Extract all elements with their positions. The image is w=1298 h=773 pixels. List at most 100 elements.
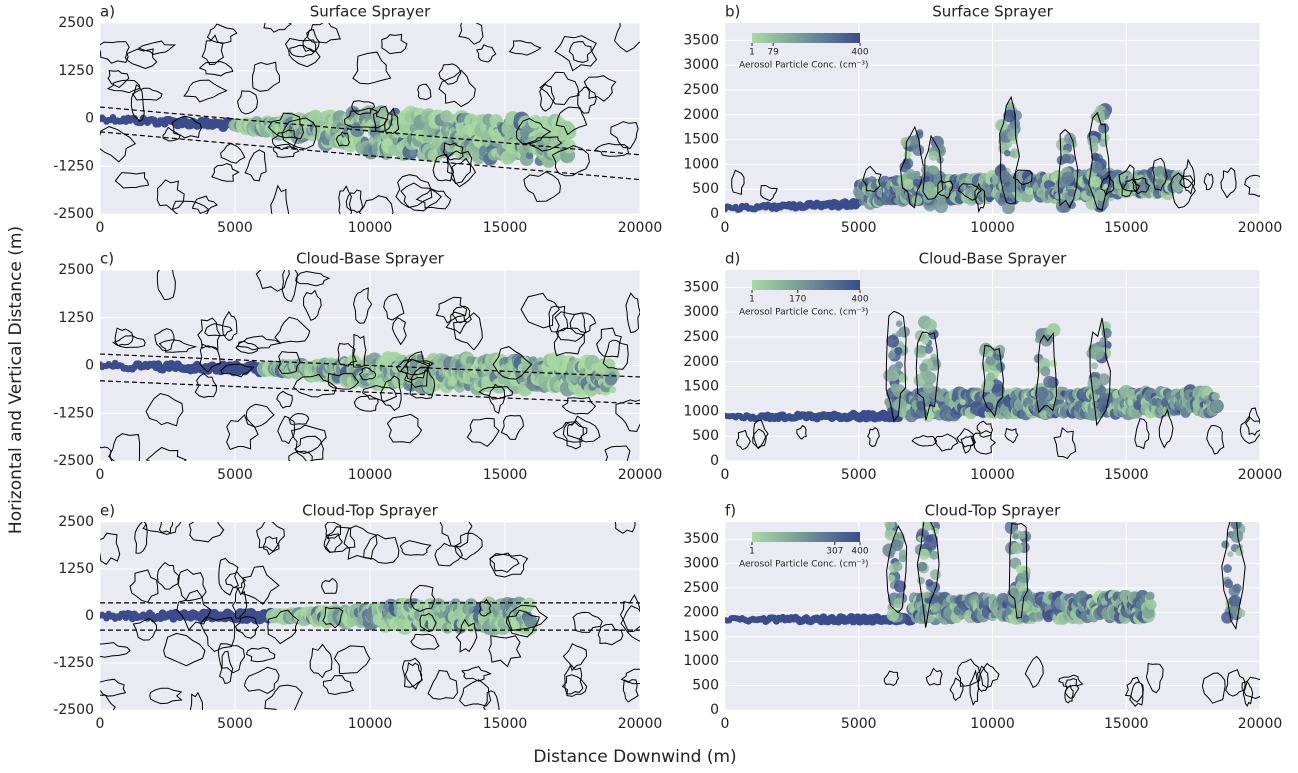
cloud-outline [1132, 177, 1151, 195]
panel-title: Cloud-Base Sprayer [919, 250, 1068, 268]
plume [903, 150, 912, 159]
cloud-outline [325, 526, 356, 553]
cloud-outline [417, 83, 432, 101]
cloud-outline [562, 643, 588, 672]
cloud-outline [114, 327, 134, 347]
cloud-outline [520, 292, 560, 329]
cloud-outline [267, 609, 299, 645]
colorbar-label: Aerosol Particle Conc. (cm⁻³) [739, 560, 868, 570]
plume-bound [100, 106, 640, 156]
plume [1224, 579, 1233, 589]
cloud-outline [886, 525, 908, 614]
plume [896, 330, 904, 338]
cloud-outline [885, 310, 907, 423]
cloud-outline [281, 117, 317, 150]
plume [1090, 160, 1103, 174]
plume [922, 370, 934, 383]
plume [932, 527, 940, 535]
y-tick-label: -1250 [53, 655, 94, 671]
field [100, 522, 640, 710]
cloud-outline [270, 184, 290, 214]
y-tick-label: -2500 [53, 453, 94, 469]
cloud-outline [156, 561, 180, 590]
cloud-outline [976, 665, 989, 692]
x-tick-label: 10000 [970, 467, 1015, 483]
plume [1227, 551, 1234, 558]
cloud-outline [753, 419, 769, 449]
cloud-outline [321, 577, 338, 594]
plume [995, 119, 1008, 132]
x-tick-label: 0 [721, 716, 730, 732]
plume [927, 614, 935, 623]
plume [440, 110, 453, 123]
cloud-outline [460, 666, 492, 682]
cloud-outline [566, 415, 601, 443]
plume [1046, 323, 1061, 337]
plume [1099, 336, 1108, 346]
cloud-outline [106, 79, 141, 94]
plume [887, 407, 895, 415]
y-tick-label: -2500 [53, 702, 94, 718]
plume [887, 574, 896, 583]
plume [918, 548, 930, 560]
cloud-outline [156, 270, 176, 301]
y-tick-label: 3000 [683, 57, 719, 73]
y-tick-label: 2500 [683, 82, 719, 98]
cloud-outline [295, 270, 331, 287]
cloud-outline [561, 397, 597, 415]
cloud-outline [446, 150, 473, 185]
x-tick-label: 15000 [1104, 716, 1149, 732]
cloud-outline [130, 84, 145, 123]
x-tick-label: 0 [96, 467, 105, 483]
cloud-outline [294, 435, 324, 461]
cloud-outline [548, 305, 569, 333]
cloud-outline [489, 553, 529, 578]
y-tick-label: 1250 [58, 63, 94, 79]
cloud-outline [982, 344, 1004, 418]
y-tick-label: -1250 [53, 158, 94, 174]
plume [1021, 614, 1030, 623]
cloud-outline [163, 632, 206, 667]
plume [898, 554, 907, 563]
plume [1091, 362, 1099, 370]
x-tick-label: 20000 [618, 220, 663, 236]
cloud-outline [735, 429, 751, 451]
cloud-outline [177, 568, 207, 602]
cloud-outline [466, 417, 500, 448]
plume [916, 400, 926, 411]
cloud-outline [439, 522, 473, 548]
plume [929, 550, 939, 560]
cloud-outline [194, 372, 218, 398]
cloud-outline [553, 327, 585, 357]
plume [1097, 373, 1110, 386]
cloud-outline [206, 23, 238, 44]
cloud-outline [409, 366, 436, 400]
cloud-outline [199, 343, 221, 373]
plume [524, 614, 538, 629]
cloud-outline [256, 522, 285, 553]
y-tick-label: -2500 [53, 206, 94, 222]
cloud-outline [455, 618, 478, 653]
cloud-outline [507, 604, 548, 631]
plume [1224, 514, 1231, 521]
plume [892, 561, 903, 572]
cloud-outline [1152, 157, 1168, 192]
cloud-outline [234, 616, 260, 639]
plume [917, 576, 925, 585]
plume [1223, 564, 1232, 573]
cloud-outline [345, 189, 364, 214]
cloud-outline [1241, 676, 1260, 700]
cloud-outline [171, 115, 202, 139]
cloud-outline [232, 587, 248, 620]
cloud-outline [1124, 676, 1144, 703]
plume [930, 522, 938, 524]
cloud-outline [114, 172, 150, 189]
plume [1061, 171, 1075, 185]
plume [1172, 180, 1184, 193]
cloud-outline [324, 522, 342, 539]
cloud-outline [353, 287, 373, 324]
cloud-outline [594, 142, 630, 157]
plume [994, 344, 1006, 356]
plume [1061, 153, 1071, 164]
plume [1221, 512, 1230, 521]
